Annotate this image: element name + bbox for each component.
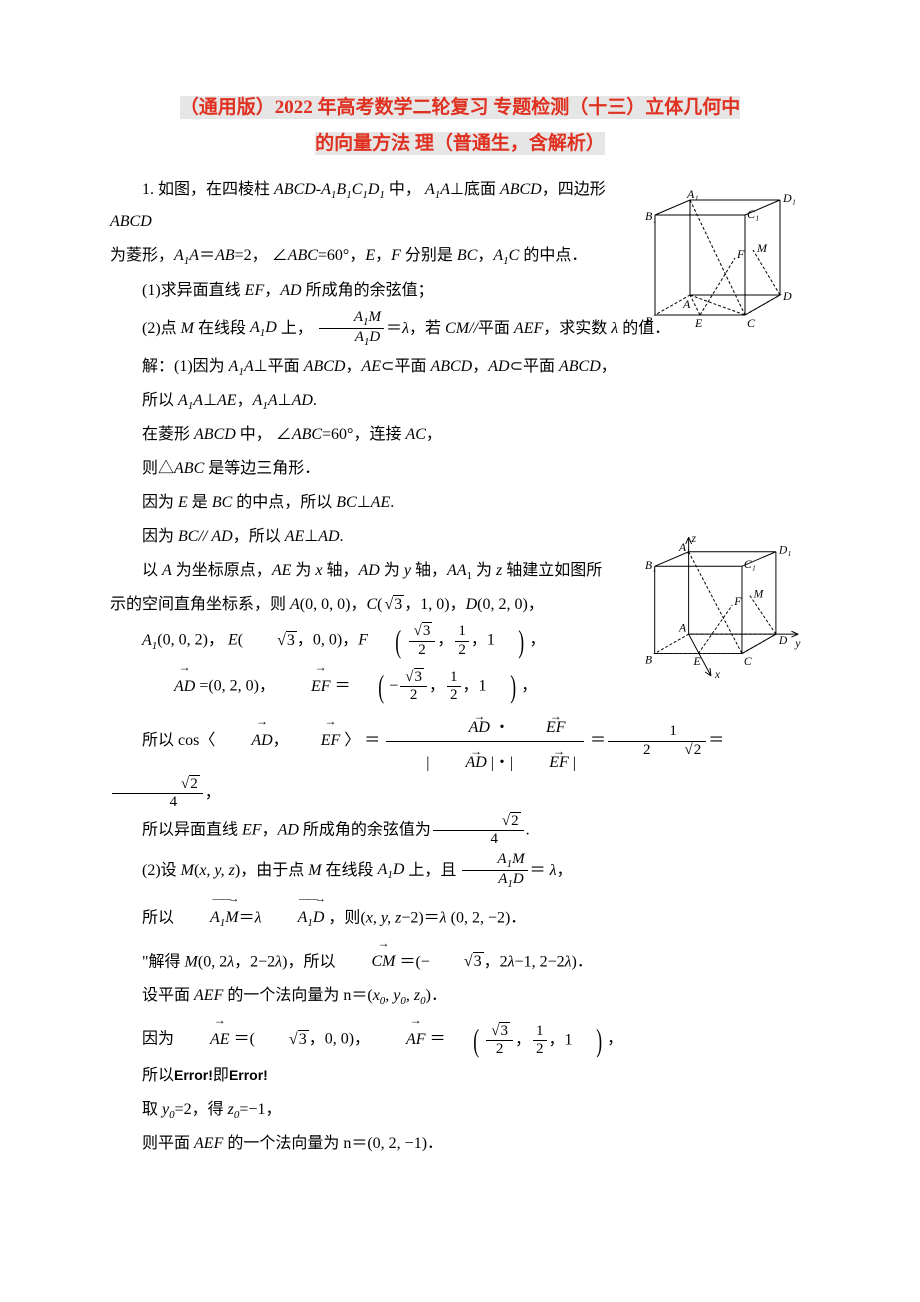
p6: 所以 A1A⊥AE，A1A⊥AD. [110,385,810,417]
p10: 因为 BC// AD，所以 AE⊥AD. [110,521,810,553]
p13: A1(0, 0, 2)， E(3，0, 0)，F (32，12，1)， [110,623,810,659]
p2: 为菱形，A1A＝AB=2， ∠ABC=60°，E，F 分别是 BC，A1C 的中… [110,240,810,272]
p11: 以 A 为坐标原点，AE 为 x 轴，AD 为 y 轴，AA1 为 z 轴建立如… [110,555,810,587]
p17: (2)设 M(x, y, z)，由于点 M 在线段 A1D 上，且 A1MA1D… [110,851,810,891]
p18: 所以 A1M ＝λ A1D ，则(x, y, z−2)＝λ (0, 2, −2)… [110,893,810,935]
p19: "解得 M(0, 2λ，2−2λ)，所以 CM ＝(−3，2λ−1, 2−2λ)… [110,937,810,979]
p21: 因为 AE ＝(3，0, 0)， AF ＝ (32，12，1)， [110,1014,810,1058]
p14: AD =(0, 2, 0)， EF ＝ (−32，12，1)， [110,661,810,705]
p12: 示的空间直角坐标系，则 A(0, 0, 0)，C(3，1, 0)，D(0, 2,… [110,589,810,621]
p4: (2)点 M 在线段 A1D 上， A1MA1D＝λ，若 CM//平面 AEF，… [110,309,810,349]
p24: 则平面 AEF 的一个法向量为 n＝(0, 2, −1)． [110,1128,810,1160]
p7: 在菱形 ABCD 中， ∠ABC=60°，连接 AC， [110,419,810,451]
p8: 则△ABC 是等边三角形． [110,453,810,485]
p23: 取 y0=2，得 z0=−1， [110,1094,810,1126]
doc-title: （通用版）2022 年高考数学二轮复习 专题检测（十三）立体几何中 的向量方法 … [110,90,810,162]
p1: 1. 如图，在四棱柱 ABCD-A1B1C1D1 中， A1A⊥底面 ABCD，… [110,174,810,238]
p3: (1)求异面直线 EF，AD 所成角的余弦值； [110,275,810,307]
p15: 所以 cos〈 AD ， EF 〉 ＝ AD ・ EF | AD |・| EF … [110,707,810,811]
p20: 设平面 AEF 的一个法向量为 n＝(x0, y0, z0)． [110,980,810,1012]
p16: 所以异面直线 EF，AD 所成角的余弦值为24. [110,813,810,849]
p9: 因为 E 是 BC 的中点，所以 BC⊥AE. [110,487,810,519]
p5: 解：(1)因为 A1A⊥平面 ABCD，AE⊂平面 ABCD，AD⊂平面 ABC… [110,351,810,383]
p22: 所以Error!即Error! [110,1060,810,1092]
